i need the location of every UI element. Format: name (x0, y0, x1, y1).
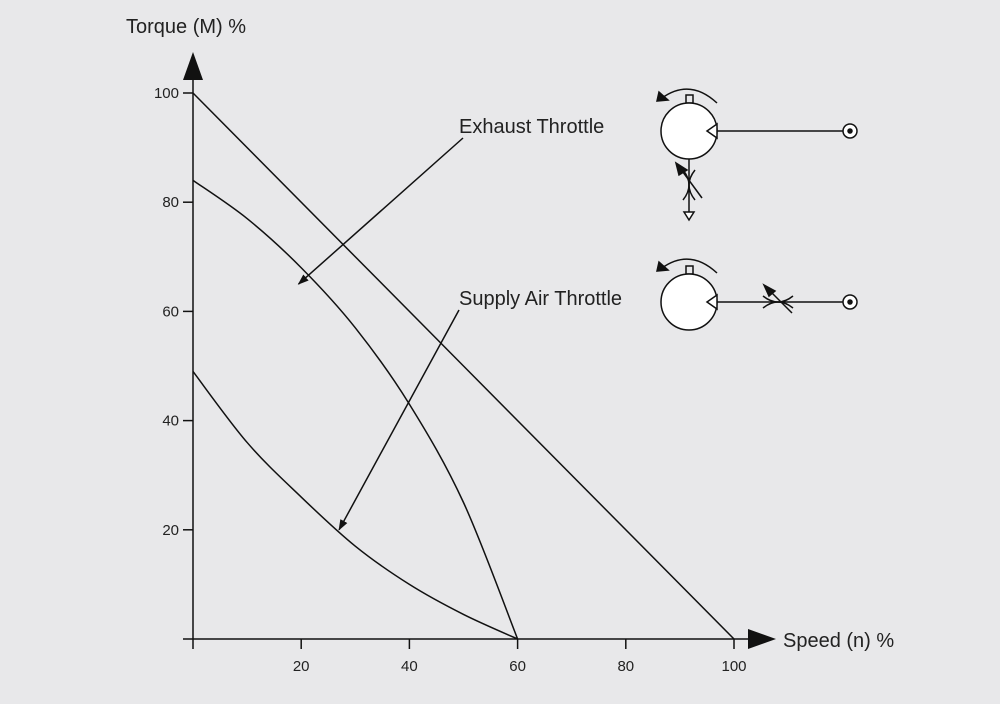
x-tick-label: 40 (401, 658, 418, 675)
throttle-adjust-line (679, 167, 703, 199)
port-marker (685, 265, 694, 275)
series-line-2 (192, 179, 519, 640)
x-axis-arrow (748, 629, 776, 649)
data-series (192, 92, 735, 640)
y-tick-label: 60 (162, 303, 179, 320)
throttle-right-arc (688, 169, 696, 201)
y-axis-arrow (183, 52, 203, 80)
rotation-arrow-icon (661, 258, 718, 274)
y-tick-label: 40 (162, 413, 179, 430)
throttle-adjust-arrowhead-icon (762, 283, 777, 298)
throttle-adjust-arrowhead-icon (674, 161, 689, 177)
x-axis-title: Speed (n) % (783, 630, 894, 652)
exhaust-throttle-circuit-diagram (656, 88, 858, 222)
supply-port-dot-icon (847, 128, 853, 134)
x-tick-label: 80 (617, 658, 634, 675)
x-tick-label: 20 (293, 658, 310, 675)
y-axis-ticks: 20 40 60 80 100 (154, 85, 193, 539)
annotation-arrow-2 (338, 309, 460, 531)
rotation-arrowhead-icon (656, 90, 670, 102)
rotation-arrowhead-icon (656, 260, 670, 272)
y-tick-label: 100 (154, 85, 179, 102)
supply-air-throttle-circuit-diagram (656, 258, 858, 331)
x-axis-ticks: 20 40 60 80 100 (293, 639, 747, 675)
supply-port-dot-icon (847, 299, 853, 305)
throttle-bottom-arc (762, 301, 794, 309)
y-tick-label: 80 (162, 194, 179, 211)
annotations: Exhaust Throttle Supply Air Throttle (297, 116, 622, 531)
x-tick-label: 60 (509, 658, 526, 675)
series-line-1 (192, 92, 735, 640)
port-marker (685, 94, 694, 104)
x-tick-label: 100 (721, 658, 746, 675)
annotation-label-2: Supply Air Throttle (459, 288, 622, 310)
annotation-arrow-1 (297, 137, 464, 285)
series-line-3 (192, 371, 518, 640)
y-tick-label: 20 (162, 522, 179, 539)
rotation-arrow-icon (661, 88, 718, 104)
exhaust-outlet-triangle (682, 211, 696, 222)
annotation-label-1: Exhaust Throttle (459, 116, 604, 138)
y-axis-title: Torque (M) % (126, 16, 246, 38)
